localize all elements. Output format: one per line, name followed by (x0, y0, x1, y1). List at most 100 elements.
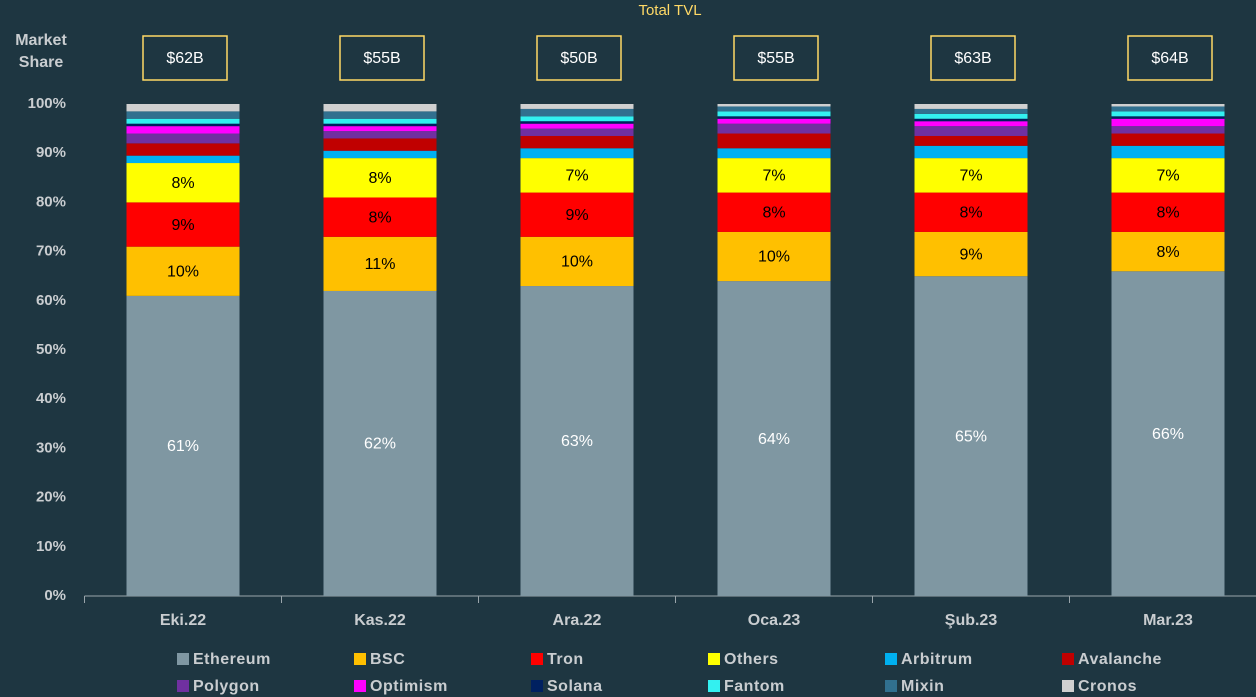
legend-label: BSC (370, 651, 405, 668)
bar-segment (520, 192, 634, 237)
data-label: 61% (167, 438, 199, 455)
bar-segment (914, 231, 1028, 277)
y-tick-label: 0% (44, 587, 66, 604)
y-tick-label: 70% (36, 243, 66, 260)
legend-swatch (1062, 680, 1074, 692)
y-tick-label: 80% (36, 193, 66, 210)
bar-segment (126, 202, 240, 247)
bar-segment (126, 163, 240, 203)
legend-label: Polygon (193, 678, 260, 695)
data-label: 64% (758, 431, 790, 448)
legend-swatch (531, 653, 543, 665)
data-label: 66% (1152, 426, 1184, 443)
bar-segment (914, 145, 1028, 159)
data-label: 63% (561, 433, 593, 450)
data-label: 10% (758, 249, 790, 266)
bar-segment (126, 123, 240, 127)
bar-segment (914, 126, 1028, 136)
tvl-box (1127, 35, 1213, 81)
bar-segment (520, 135, 634, 149)
bar-segment (914, 104, 1028, 109)
data-label: 8% (171, 175, 194, 192)
legend-swatch (708, 653, 720, 665)
bar-segment (717, 231, 831, 282)
x-tick-label: Mar.23 (1143, 612, 1193, 629)
bar-segment (1111, 126, 1225, 134)
bar-segment (717, 133, 831, 149)
data-label: 65% (955, 428, 987, 445)
bar-segment (323, 104, 437, 112)
bar-segment (1111, 145, 1225, 159)
legend-swatch (531, 680, 543, 692)
y-tick-label: 40% (36, 390, 66, 407)
bar-segment (520, 108, 634, 117)
legend-label: Ethereum (193, 651, 271, 668)
bar-segment (914, 113, 1028, 119)
tvl-box (733, 35, 819, 81)
bar-segment (717, 158, 831, 193)
bar-segment (1111, 158, 1225, 193)
bar-segment (717, 111, 831, 117)
y-tick-label: 90% (36, 144, 66, 161)
y-tick-label: 20% (36, 489, 66, 506)
bar-segment (323, 118, 437, 124)
bar-segment (914, 192, 1028, 232)
legend-swatch (885, 653, 897, 665)
bar-segment (914, 121, 1028, 127)
data-label: 62% (364, 436, 396, 453)
bar-segment (914, 158, 1028, 193)
bar-segment (1111, 271, 1225, 596)
tvl-label: $50B (560, 50, 597, 67)
bar-segment (323, 123, 437, 127)
bar-segment (717, 192, 831, 232)
legend-swatch (708, 680, 720, 692)
data-label: 9% (959, 246, 982, 263)
y-tick-label: 30% (36, 439, 66, 456)
y-tick-label: 100% (28, 95, 66, 112)
data-label: 8% (1156, 244, 1179, 261)
legend-label: Cronos (1078, 678, 1137, 695)
data-label: 11% (365, 256, 396, 273)
y-tick-label: 10% (36, 538, 66, 555)
bar-segment (717, 116, 831, 119)
tvl-label: $63B (954, 50, 991, 67)
bar-segment (323, 111, 437, 119)
bar-segment (914, 108, 1028, 114)
legend-swatch (354, 680, 366, 692)
data-label: 8% (368, 209, 391, 226)
bar-segment (1111, 133, 1225, 146)
bar-segment (520, 158, 634, 193)
bar-segment (914, 135, 1028, 146)
bar-segment (323, 150, 437, 159)
x-tick-label: Kas.22 (354, 612, 406, 629)
legend-label: Others (724, 651, 779, 668)
bar-segment (717, 148, 831, 159)
data-label: 7% (1156, 168, 1179, 185)
legend-swatch (177, 680, 189, 692)
tvl-label: $55B (363, 50, 400, 67)
x-tick-label: Ara.22 (553, 612, 602, 629)
bar-segment (1111, 118, 1225, 127)
data-label: 10% (561, 254, 593, 271)
data-label: 8% (1156, 204, 1179, 221)
bar-segment (717, 104, 831, 107)
bar-segment (126, 133, 240, 144)
bar-segment (323, 126, 437, 132)
bar-segment (520, 128, 634, 136)
legend-label: Solana (547, 678, 602, 695)
data-label: 7% (565, 168, 588, 185)
bar-segment (520, 121, 634, 124)
bar-segment (520, 286, 634, 596)
bar-segment (520, 148, 634, 159)
tvl-box (536, 35, 622, 81)
data-label: 9% (565, 207, 588, 224)
bar-segment (717, 123, 831, 134)
bar-segment (1111, 192, 1225, 232)
tvl-box (142, 35, 228, 81)
legend-label: Mixin (901, 678, 944, 695)
bar-segment (126, 118, 240, 124)
tvl-label: $62B (166, 50, 203, 67)
tvl-box (339, 35, 425, 81)
legend-label: Optimism (370, 678, 448, 695)
